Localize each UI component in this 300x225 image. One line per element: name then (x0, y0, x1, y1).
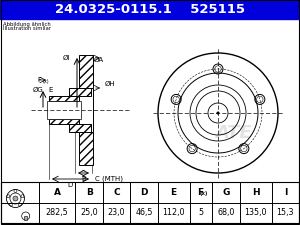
Text: ØA: ØA (94, 57, 104, 63)
Bar (79, 132, 93, 165)
Text: 68,0: 68,0 (217, 208, 235, 217)
Text: ØI: ØI (63, 55, 70, 61)
Text: Illustration similar: Illustration similar (3, 26, 51, 31)
Text: E: E (49, 87, 53, 93)
Bar (79, 88, 93, 132)
Bar (79, 55, 93, 88)
Text: F: F (197, 188, 203, 197)
Circle shape (13, 196, 18, 201)
Text: A: A (54, 188, 61, 197)
Text: D: D (140, 188, 148, 197)
Text: (x): (x) (199, 191, 208, 196)
Text: H: H (252, 188, 260, 197)
Text: G: G (222, 188, 230, 197)
Text: B: B (81, 176, 86, 182)
Text: F: F (37, 77, 41, 83)
Text: 15,3: 15,3 (277, 208, 294, 217)
Text: ØG: ØG (33, 87, 44, 93)
Circle shape (217, 112, 220, 115)
Text: D: D (68, 182, 73, 188)
Text: C: C (113, 188, 120, 197)
Bar (69, 88, 91, 96)
Text: 282,5: 282,5 (46, 208, 69, 217)
Text: 25,0: 25,0 (80, 208, 98, 217)
Bar (49, 119, 79, 124)
Text: B: B (86, 188, 93, 197)
Text: 5: 5 (198, 208, 203, 217)
Text: ATE: ATE (215, 124, 251, 142)
Text: I: I (284, 188, 287, 197)
Text: ØH: ØH (105, 81, 116, 87)
Text: 46,5: 46,5 (135, 208, 153, 217)
Bar (0, 0, 300, 19)
Text: (x): (x) (43, 79, 49, 84)
Text: E: E (170, 188, 177, 197)
Bar (69, 124, 91, 132)
Text: 135,0: 135,0 (244, 208, 267, 217)
Text: 24.0325-0115.1    525115: 24.0325-0115.1 525115 (55, 3, 245, 16)
Bar (49, 96, 79, 101)
Text: 112,0: 112,0 (162, 208, 185, 217)
Bar (47, 101, 81, 119)
Text: Abbildung ähnlich: Abbildung ähnlich (3, 22, 51, 27)
Bar (1, 182, 299, 223)
Bar (24, 216, 27, 220)
Text: C (MTH): C (MTH) (95, 176, 123, 182)
Text: 23,0: 23,0 (108, 208, 125, 217)
Bar (1, 19, 299, 182)
